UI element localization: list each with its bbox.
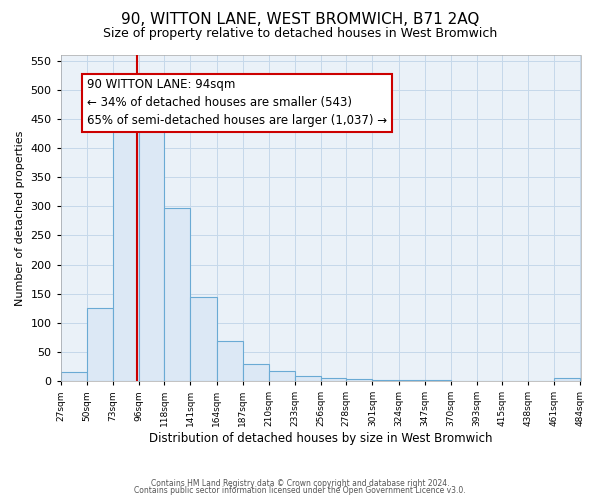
Text: Contains HM Land Registry data © Crown copyright and database right 2024.: Contains HM Land Registry data © Crown c… [151, 478, 449, 488]
Text: Contains public sector information licensed under the Open Government Licence v3: Contains public sector information licen… [134, 486, 466, 495]
Bar [425, 380, 451, 381]
Bar [139, 128, 164, 381]
Bar [242, 364, 269, 381]
Text: Size of property relative to detached houses in West Bromwich: Size of property relative to detached ho… [103, 28, 497, 40]
Bar [190, 296, 217, 381]
Bar [321, 378, 346, 381]
Bar [61, 372, 87, 381]
Bar [373, 380, 398, 381]
Bar [295, 376, 321, 381]
X-axis label: Distribution of detached houses by size in West Bromwich: Distribution of detached houses by size … [149, 432, 493, 445]
Bar [554, 378, 580, 381]
Bar [398, 380, 425, 381]
Text: 90, WITTON LANE, WEST BROMWICH, B71 2AQ: 90, WITTON LANE, WEST BROMWICH, B71 2AQ [121, 12, 479, 28]
Bar [217, 342, 242, 381]
Y-axis label: Number of detached properties: Number of detached properties [15, 130, 25, 306]
Bar [87, 308, 113, 381]
Bar [269, 370, 295, 381]
Bar [113, 119, 139, 381]
Bar [346, 380, 373, 381]
Text: 90 WITTON LANE: 94sqm
← 34% of detached houses are smaller (543)
65% of semi-det: 90 WITTON LANE: 94sqm ← 34% of detached … [87, 78, 387, 128]
Bar [164, 208, 190, 381]
